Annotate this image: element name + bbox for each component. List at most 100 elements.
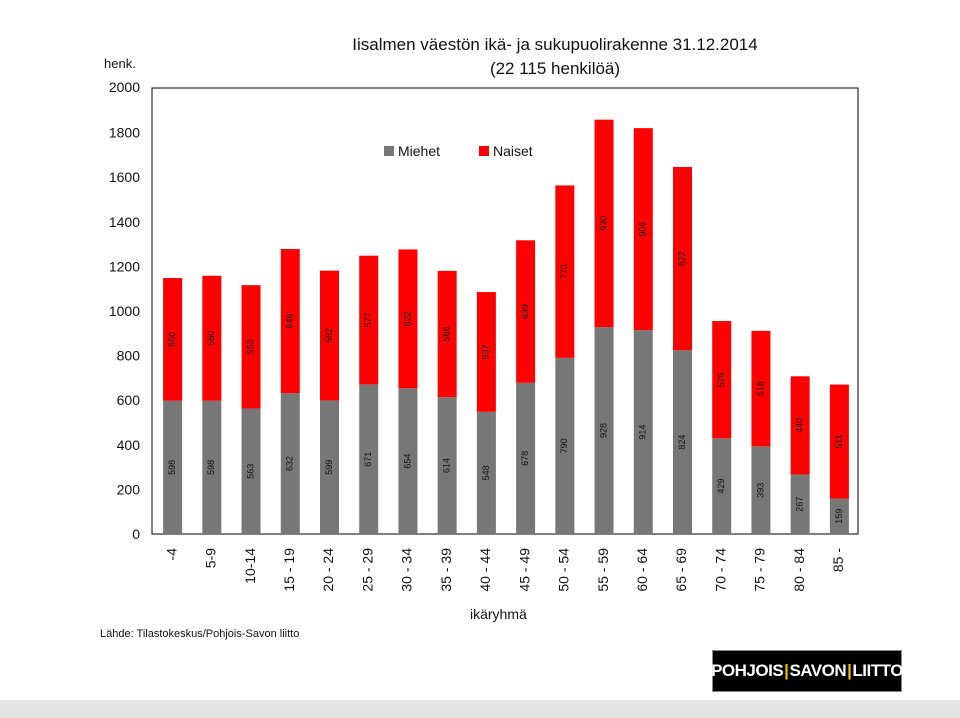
bar-naiset (163, 277, 183, 401)
data-label-miehet: 429 (716, 479, 726, 494)
data-label-miehet: 790 (559, 438, 569, 453)
bar-miehet (320, 400, 339, 534)
bar-miehet (241, 408, 261, 534)
bar-naiset (202, 275, 222, 401)
data-label-miehet: 598 (167, 460, 177, 475)
data-label-miehet: 614 (442, 458, 452, 473)
data-label-miehet: 267 (795, 497, 805, 512)
bar-naiset (712, 321, 732, 439)
data-label-naiset: 560 (206, 331, 216, 346)
data-label-miehet: 654 (402, 454, 412, 469)
x-tick-label: 55 - 59 (595, 548, 611, 592)
x-tick-label: 75 - 79 (752, 548, 768, 592)
bar-miehet (398, 388, 418, 534)
y-tick-label: 400 (117, 437, 141, 453)
bar-miehet (476, 411, 496, 534)
legend-swatch-miehet (384, 146, 394, 156)
bar-miehet (163, 400, 183, 534)
data-label-naiset: 646 (285, 314, 295, 329)
x-tick-label: 10-14 (242, 548, 258, 584)
data-label-naiset: 639 (520, 304, 530, 319)
x-tick-label: 60 - 64 (634, 548, 650, 592)
bar-naiset (790, 376, 810, 475)
y-tick-label: 2000 (109, 79, 140, 95)
data-label-miehet: 548 (481, 465, 491, 480)
bar-miehet (751, 446, 771, 534)
x-tick-label: 15 - 19 (281, 548, 297, 592)
bar-miehet (280, 393, 300, 534)
bar-miehet (712, 438, 732, 534)
y-tick-label: 200 (117, 481, 141, 497)
y-tick-label: 0 (132, 526, 140, 542)
x-tick-label: 65 - 69 (673, 548, 689, 592)
y-tick-label: 1600 (109, 169, 140, 185)
y-tick-label: 1000 (109, 303, 140, 319)
y-tick-label: 1400 (109, 214, 140, 230)
bar-naiset (320, 270, 339, 401)
data-label-naiset: 537 (481, 344, 491, 359)
footer-strip (0, 700, 960, 718)
bar-miehet (594, 327, 614, 534)
logo-text-right: LIITTO (852, 661, 903, 680)
bar-naiset (359, 255, 379, 385)
bar-naiset (594, 119, 614, 328)
bar-naiset (673, 166, 692, 351)
data-label-miehet: 671 (363, 452, 373, 467)
x-axis-label: ikäryhmä (470, 606, 527, 622)
data-label-naiset: 440 (795, 418, 805, 433)
data-label-naiset: 553 (245, 339, 255, 354)
logo-separator: | (847, 661, 852, 680)
data-label-miehet: 393 (755, 483, 765, 498)
data-label-naiset: 773 (559, 264, 569, 279)
data-label-miehet: 599 (324, 460, 334, 475)
x-tick-label: 45 - 49 (516, 548, 532, 592)
data-label-miehet: 928 (598, 423, 608, 438)
chart-title: Iisalmen väestön ikä- ja sukupuolirakenn… (352, 35, 758, 54)
x-tick-label: 35 - 39 (438, 548, 454, 592)
data-label-naiset: 550 (167, 332, 177, 347)
data-label-naiset: 622 (402, 311, 412, 326)
x-tick-label: -4 (163, 548, 179, 561)
data-label-naiset: 518 (755, 381, 765, 396)
x-tick-label: 30 - 34 (399, 548, 415, 592)
data-label-naiset: 906 (638, 222, 648, 237)
data-label-naiset: 577 (363, 313, 373, 328)
legend-label-naiset: Naiset (493, 143, 533, 159)
data-label-naiset: 930 (598, 216, 608, 231)
bar-miehet (790, 474, 810, 534)
legend-swatch-naiset (479, 146, 489, 156)
bar-miehet (555, 357, 575, 534)
data-label-naiset: 511 (834, 434, 844, 448)
chart-subtitle: (22 115 henkilöä) (489, 59, 621, 78)
bar-miehet (202, 400, 222, 534)
data-label-naiset: 566 (442, 326, 452, 341)
pohjois-savon-liitto-logo: POHJOIS | SAVON | LIITTO (711, 650, 903, 692)
data-label-miehet: 678 (520, 451, 530, 466)
y-tick-label: 1800 (109, 125, 140, 141)
data-label-miehet: 824 (677, 435, 687, 450)
bar-naiset (280, 249, 300, 394)
bar-naiset (555, 185, 575, 358)
y-axis-label: henk. (104, 56, 136, 71)
bar-naiset (476, 292, 496, 412)
data-label-miehet: 159 (834, 509, 844, 524)
x-tick-label: 70 - 74 (712, 548, 728, 592)
legend-label-miehet: Miehet (398, 143, 440, 159)
data-label-miehet: 563 (245, 464, 255, 479)
bar-naiset (241, 285, 261, 409)
plot-area-frame (151, 87, 859, 535)
bar-miehet (673, 350, 692, 534)
logo-text-left: POHJOIS (711, 661, 784, 680)
bar-naiset (398, 249, 418, 389)
x-tick-label: 85 - (830, 548, 846, 572)
x-tick-label: 20 - 24 (320, 548, 336, 592)
data-label-naiset: 822 (677, 251, 687, 266)
logo-text-middle: SAVON (789, 661, 847, 680)
source-note: Lähde: Tilastokeskus/Pohjois-Savon liitt… (100, 628, 300, 640)
x-tick-label: 5-9 (203, 548, 219, 568)
data-label-miehet: 914 (638, 425, 648, 440)
bar-naiset (633, 128, 653, 331)
y-tick-label: 1200 (109, 258, 140, 274)
bar-miehet (437, 397, 457, 534)
data-label-naiset: 526 (716, 372, 726, 387)
